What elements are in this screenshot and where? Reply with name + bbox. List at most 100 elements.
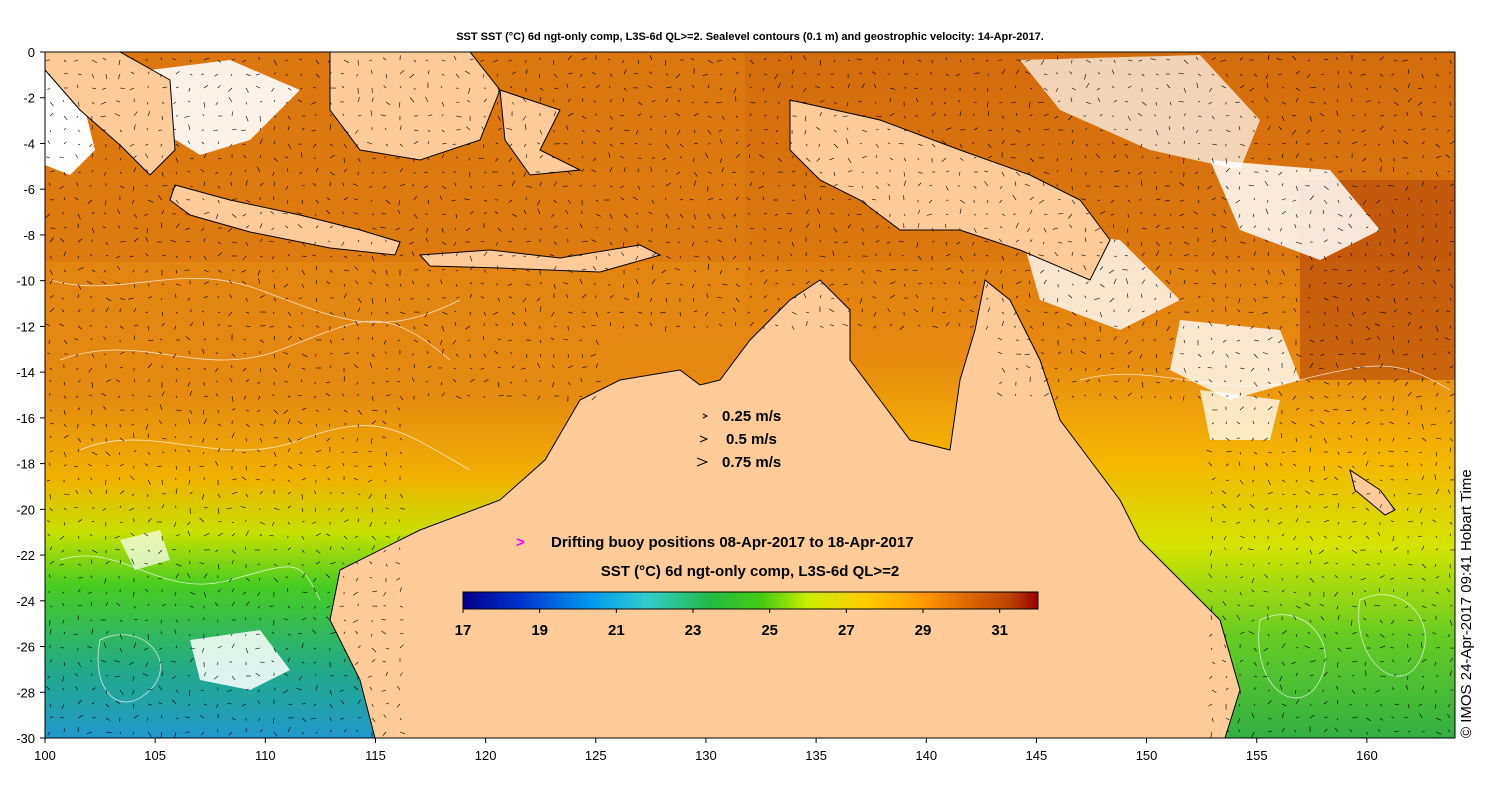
velocity-arrow [1304, 603, 1311, 607]
velocity-arrow [1376, 296, 1381, 299]
y-tick-label: -24 [16, 594, 35, 609]
velocity-arrow [1251, 267, 1255, 271]
velocity-arrow [62, 591, 65, 594]
velocity-arrow [385, 451, 387, 457]
velocity-arrow [175, 367, 179, 371]
velocity-arrow [1015, 295, 1019, 299]
velocity-arrow [259, 182, 264, 187]
velocity-arrow [371, 717, 376, 723]
velocity-arrow [495, 210, 499, 215]
velocity-arrow [1267, 421, 1270, 425]
velocity-arrow [399, 437, 403, 441]
velocity-arrow [1309, 660, 1316, 663]
velocity-arrow [245, 379, 250, 383]
velocity-arrow [133, 283, 136, 288]
velocity-arrow [189, 390, 192, 397]
velocity-arrow [567, 381, 571, 386]
velocity-arrow [1294, 730, 1297, 733]
no-data-patch [45, 60, 95, 175]
velocity-arrow [511, 171, 515, 175]
velocity-arrow [579, 278, 583, 285]
velocity-arrow [1407, 633, 1412, 636]
velocity-arrow [231, 675, 236, 681]
velocity-arrow [802, 101, 807, 103]
velocity-arrow [284, 156, 289, 159]
velocity-arrow [735, 297, 740, 303]
velocity-arrow [285, 59, 289, 62]
velocity-arrow [399, 731, 406, 735]
velocity-arrow [1421, 605, 1427, 608]
velocity-arrow [283, 283, 289, 288]
velocity-arrow [549, 254, 555, 257]
velocity-arrow [791, 325, 795, 330]
velocity-arrow [133, 213, 138, 218]
velocity-arrow [609, 241, 613, 246]
velocity-arrow [231, 128, 237, 131]
velocity-arrow [343, 647, 346, 651]
velocity-arrow [341, 492, 345, 495]
velocity-arrow [483, 143, 485, 149]
velocity-arrow [1323, 381, 1330, 385]
velocity-arrow [665, 325, 667, 332]
velocity-arrow [1379, 157, 1383, 163]
velocity-arrow [1377, 728, 1381, 733]
velocity-arrow [1141, 293, 1143, 299]
velocity-arrow [157, 465, 163, 467]
velocity-arrow [1360, 367, 1367, 369]
velocity-arrow [1403, 140, 1409, 145]
velocity-arrow [215, 549, 219, 552]
velocity-arrow [325, 392, 331, 397]
velocity-arrow [1350, 241, 1353, 246]
velocity-arrow [483, 353, 486, 358]
velocity-arrow [357, 97, 360, 103]
no-data-patch [1170, 320, 1300, 400]
velocity-arrow [298, 58, 303, 61]
velocity-arrow [1362, 171, 1367, 173]
velocity-arrow [77, 519, 83, 523]
contour-line [1079, 365, 1451, 391]
velocity-arrow [202, 437, 205, 443]
velocity-arrow [1421, 685, 1425, 691]
velocity-arrow [833, 227, 838, 233]
no-data-patch [190, 630, 290, 690]
velocity-arrow [412, 377, 415, 383]
velocity-arrow [1238, 126, 1241, 131]
velocity-arrow [917, 255, 922, 260]
velocity-arrow [130, 532, 135, 537]
velocity-arrow [609, 185, 613, 188]
velocity-arrow [1113, 239, 1116, 243]
velocity-arrow [1393, 589, 1395, 593]
velocity-arrow [1391, 408, 1395, 411]
velocity-arrow [203, 238, 206, 243]
velocity-arrow [1295, 575, 1299, 579]
velocity-arrow [242, 213, 247, 217]
velocity-arrow [832, 250, 835, 257]
velocity-arrow [440, 86, 443, 89]
velocity-arrow [104, 199, 107, 206]
velocity-arrow [551, 156, 555, 159]
velocity-arrow [147, 395, 151, 397]
velocity-arrow [119, 129, 123, 133]
velocity-arrow [1332, 493, 1339, 496]
velocity-arrow [955, 73, 961, 77]
velocity-arrow [1281, 183, 1284, 187]
velocity-arrow [231, 560, 234, 565]
velocity-arrow [170, 240, 177, 243]
y-tick-label: -28 [16, 685, 35, 700]
velocity-arrow [1320, 129, 1325, 132]
velocity-arrow [77, 380, 81, 383]
velocity-arrow [215, 367, 219, 373]
velocity-arrow [187, 297, 191, 301]
velocity-arrow [104, 577, 107, 584]
velocity-arrow [734, 183, 737, 187]
velocity-arrow [231, 588, 235, 593]
velocity-arrow [147, 339, 154, 341]
velocity-arrow [1264, 507, 1269, 511]
velocity-arrow [1155, 381, 1160, 384]
velocity-arrow [328, 423, 331, 427]
velocity-arrow [1183, 367, 1186, 373]
velocity-arrow [875, 143, 879, 148]
velocity-arrow [1323, 297, 1329, 301]
velocity-arrow [161, 391, 165, 397]
velocity-arrow [160, 143, 163, 147]
